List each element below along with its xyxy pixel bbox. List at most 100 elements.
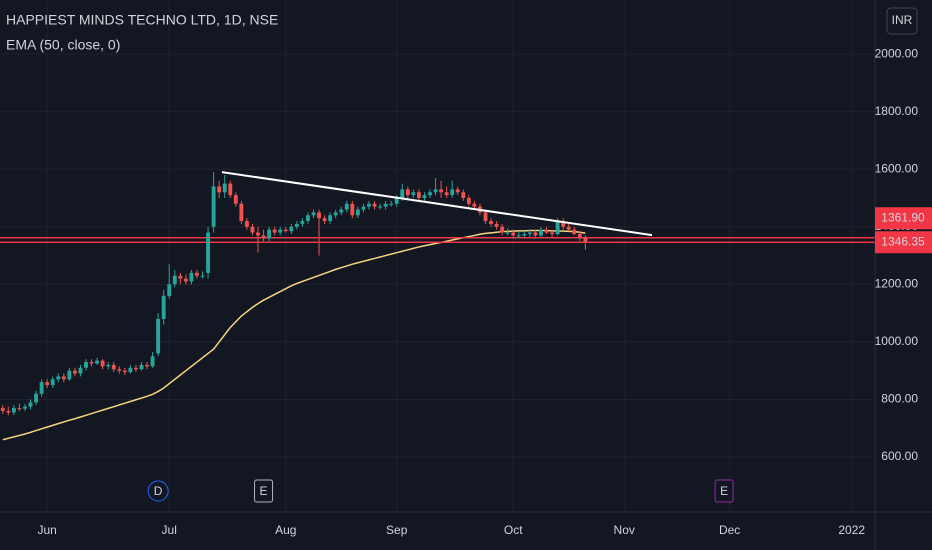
candle-body <box>272 229 277 233</box>
candle-body <box>566 226 571 230</box>
candle-body <box>378 206 383 208</box>
currency-button[interactable] <box>886 7 918 35</box>
candle-body <box>95 360 100 364</box>
y-tick-label: 1600.00 <box>875 161 919 175</box>
candle-body <box>6 410 11 413</box>
candle-body <box>239 203 244 222</box>
candle-body <box>17 408 22 410</box>
candle-body <box>511 232 516 236</box>
candle-body <box>244 221 249 227</box>
candle-body <box>128 367 133 373</box>
candle-body <box>56 376 61 380</box>
candle-body <box>405 189 410 196</box>
price-label: 1361.90 <box>881 210 925 224</box>
candle-body <box>39 382 44 394</box>
trendline <box>221 171 653 237</box>
candle-body <box>289 226 294 232</box>
candle-body <box>34 393 39 403</box>
candle-body <box>0 408 5 411</box>
candle-body <box>283 229 288 232</box>
price-label-box <box>875 231 932 254</box>
event-label: E <box>720 484 728 498</box>
candle-body <box>466 198 471 204</box>
indicator-label: EMA (50, close, 0) <box>6 37 120 53</box>
candle-body <box>372 203 377 207</box>
x-tick-label: Sep <box>386 523 408 537</box>
candle-body <box>355 209 360 216</box>
candle-body <box>189 272 194 282</box>
candle-body <box>400 189 405 199</box>
candle-body <box>577 233 582 239</box>
candle-body <box>339 209 344 213</box>
candle-body <box>550 232 555 234</box>
candle-body <box>172 275 177 285</box>
chart-title: HAPPIEST MINDS TECHNO LTD, 1D, NSE <box>6 12 278 28</box>
candle-body <box>394 198 399 204</box>
event-icon <box>147 480 169 502</box>
candle-body <box>278 229 283 233</box>
candle-body <box>317 212 321 219</box>
candle-body <box>111 364 116 370</box>
candle-body <box>311 212 316 216</box>
x-tick-label: Jun <box>37 523 56 537</box>
candle-body <box>89 362 94 364</box>
candle-body <box>367 203 371 207</box>
candle-body <box>516 235 521 237</box>
candle-body <box>211 186 216 227</box>
event-icon <box>714 479 734 503</box>
candle-body <box>455 189 460 193</box>
candle-body <box>67 370 72 380</box>
y-tick-label: 1000.00 <box>875 334 919 348</box>
candle-body <box>444 192 449 196</box>
candle-body <box>11 408 16 413</box>
candle-body <box>256 232 260 236</box>
candle-body <box>50 379 55 386</box>
candle-body <box>333 212 338 216</box>
candle-body <box>78 367 83 374</box>
candle-body <box>267 229 272 239</box>
candle-body <box>183 278 188 282</box>
grid <box>0 0 875 512</box>
candle-body <box>250 226 255 233</box>
candle-body <box>350 203 355 216</box>
candle-body <box>45 382 50 386</box>
y-tick-label: 1800.00 <box>875 104 919 118</box>
y-tick-label: 800.00 <box>881 392 918 406</box>
candle-body <box>122 370 127 373</box>
candle-body <box>361 206 366 210</box>
candle-body <box>494 223 499 227</box>
candle-body <box>294 223 299 227</box>
candle-body <box>150 356 155 367</box>
candle-body <box>344 203 349 210</box>
candle-body <box>300 221 305 224</box>
candle-body <box>139 364 144 370</box>
x-tick-label: 2022 <box>838 523 865 537</box>
candle-body <box>450 189 455 196</box>
candle-body <box>383 203 388 207</box>
candle-body <box>461 192 466 199</box>
candle-body <box>483 212 488 222</box>
x-tick-label: Aug <box>275 523 296 537</box>
y-tick-label: 600.00 <box>881 449 918 463</box>
candle-body <box>411 192 416 196</box>
candle-body <box>161 295 166 319</box>
y-tick-label: 1200.00 <box>875 277 919 291</box>
candle-body <box>527 232 532 234</box>
candle-body <box>555 221 560 234</box>
candle-body <box>23 406 27 409</box>
candle-body <box>472 203 477 207</box>
plot <box>0 171 875 441</box>
candle-body <box>145 364 149 367</box>
candle-body <box>178 275 183 279</box>
candle-body <box>61 376 66 380</box>
candle-body <box>233 195 238 204</box>
currency-label[interactable]: INR <box>892 13 913 27</box>
candle-body <box>72 370 77 374</box>
candle-body <box>389 203 394 205</box>
x-tick-label: Dec <box>719 523 740 537</box>
ema-line <box>2 229 586 441</box>
candle-body <box>84 362 88 368</box>
candle-body <box>428 192 432 196</box>
candle-body <box>539 229 543 236</box>
